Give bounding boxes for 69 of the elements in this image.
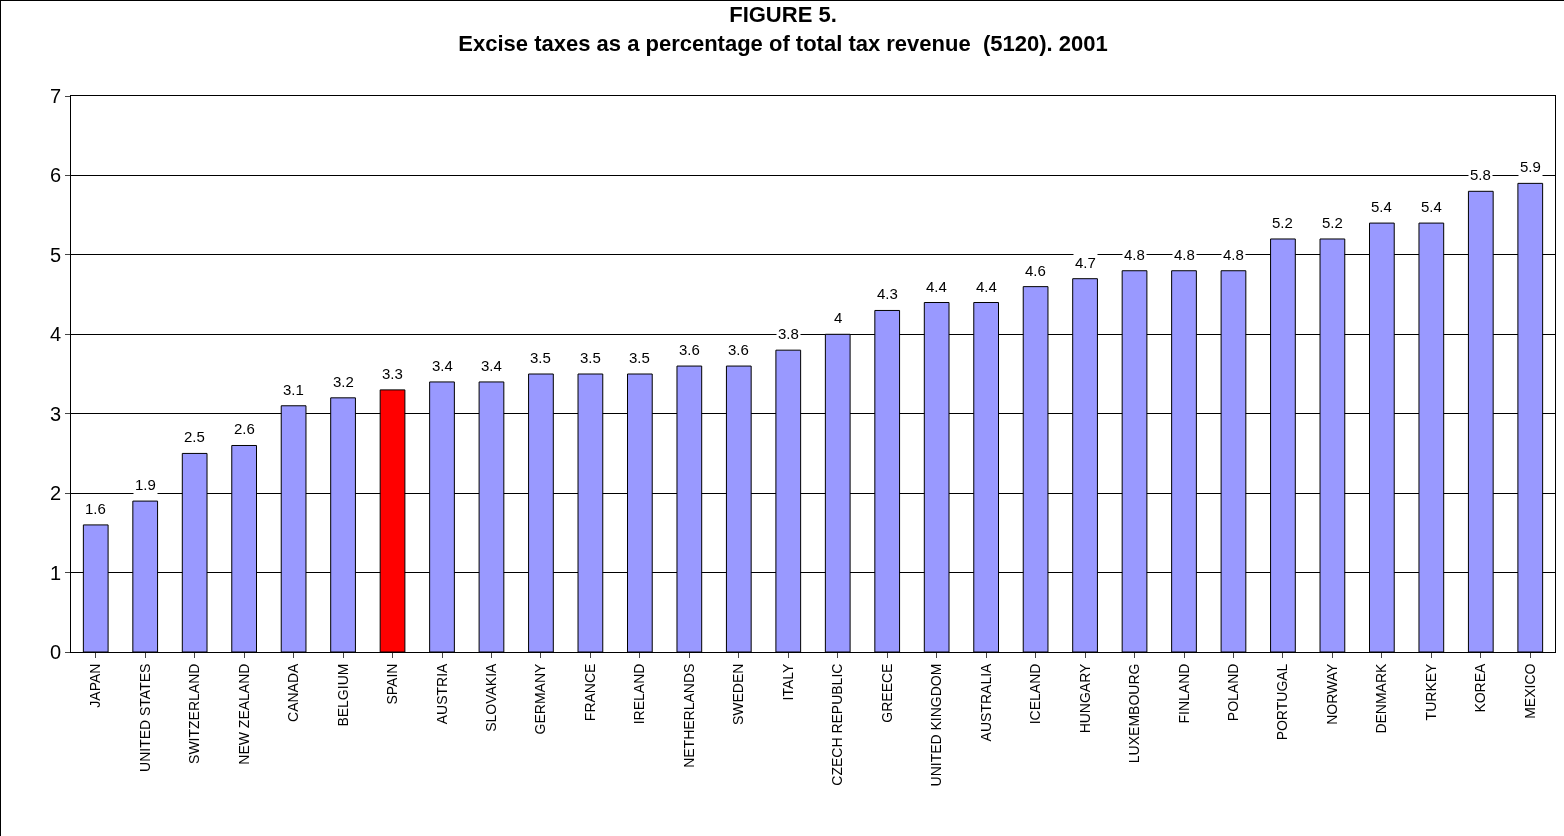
y-tick-label: 2 (49, 482, 61, 505)
data-label: 3.4 (432, 357, 453, 374)
y-tick-label: 7 (49, 85, 61, 107)
x-tick-label: LUXEMBOURG (1126, 663, 1143, 764)
x-tick-label: NETHERLANDS (680, 663, 697, 768)
x-tick-label: AUSTRIA (433, 662, 450, 725)
x-tick-label: FINLAND (1175, 663, 1192, 724)
data-label: 1.6 (85, 500, 106, 517)
x-tick-label: GERMANY (532, 662, 549, 735)
data-label: 4.8 (1174, 246, 1195, 263)
y-tick-label: 3 (49, 402, 61, 425)
data-label: 4.6 (1025, 262, 1046, 279)
data-label: 4.8 (1223, 246, 1244, 263)
chart-title: FIGURE 5. Excise taxes as a percentage of total tax revenue (5120). 2001 (458, 1, 1108, 56)
x-tick-label: ITALY (779, 662, 796, 701)
data-label: 5.9 (1520, 158, 1541, 175)
data-label: 2.6 (234, 420, 255, 437)
data-label: 3.3 (382, 365, 403, 382)
y-tick-label: 5 (49, 243, 61, 266)
data-label: 5.4 (1421, 198, 1442, 215)
x-tick-label: POLAND (1225, 663, 1242, 722)
data-label: 4.4 (976, 278, 997, 295)
x-tick-label: TURKEY (1422, 662, 1439, 721)
y-tick-label: 1 (49, 561, 61, 584)
data-label: 4.4 (926, 278, 947, 295)
x-tick-label: SPAIN (384, 663, 401, 705)
x-tick-label: SWITZERLAND (186, 663, 203, 764)
y-tick-label: 6 (49, 164, 61, 187)
x-tick-label: CANADA (285, 662, 302, 722)
x-tick-label: JAPAN (87, 663, 104, 708)
x-tick-label: UNITED STATES (136, 663, 153, 772)
data-label: 1.9 (135, 476, 156, 493)
data-label: 3.5 (629, 349, 650, 366)
x-tick-label: MEXICO (1521, 663, 1538, 719)
x-tick-label: ICELAND (1027, 663, 1044, 725)
data-label: 2.5 (184, 428, 205, 445)
x-tick-label: IRELAND (631, 663, 648, 725)
x-tick-label: NORWAY (1323, 662, 1340, 725)
x-tick-label: GREECE (878, 663, 895, 723)
data-label: 5.2 (1322, 214, 1343, 231)
y-tick-label: 4 (49, 323, 61, 346)
x-tick-label: BELGIUM (334, 663, 351, 727)
data-label: 3.6 (728, 341, 749, 358)
x-tick-label: PORTUGAL (1274, 663, 1291, 741)
data-label: 4.3 (877, 285, 898, 302)
x-tick-label: FRANCE (581, 663, 598, 722)
x-tick-label: DENMARK (1373, 662, 1390, 734)
data-label: 3.5 (580, 349, 601, 366)
data-label: 3.5 (530, 349, 551, 366)
data-label: 3.8 (778, 325, 799, 342)
data-label: 4 (834, 309, 843, 326)
data-label: 3.2 (333, 373, 354, 390)
x-tick-label: SLOVAKIA (483, 662, 500, 732)
data-label: 5.8 (1470, 166, 1491, 183)
x-tick-label: CZECH REPUBLIC (829, 663, 846, 786)
x-tick-label: NEW ZEALAND (235, 663, 252, 765)
data-label: 5.2 (1272, 214, 1293, 231)
x-tick-label: UNITED KINGDOM (928, 663, 945, 787)
data-label: 3.6 (679, 341, 700, 358)
data-label: 3.1 (283, 381, 304, 398)
data-label: 4.7 (1075, 254, 1096, 271)
x-tick-label: KOREA (1472, 662, 1489, 713)
data-label: 3.4 (481, 357, 502, 374)
data-label: 5.4 (1371, 198, 1392, 215)
x-tick-label: SWEDEN (730, 663, 747, 726)
x-tick-label: HUNGARY (1076, 662, 1093, 734)
y-tick-label: 0 (49, 641, 61, 663)
x-tick-label: AUSTRALIA (977, 662, 994, 742)
data-label: 4.8 (1124, 246, 1145, 263)
